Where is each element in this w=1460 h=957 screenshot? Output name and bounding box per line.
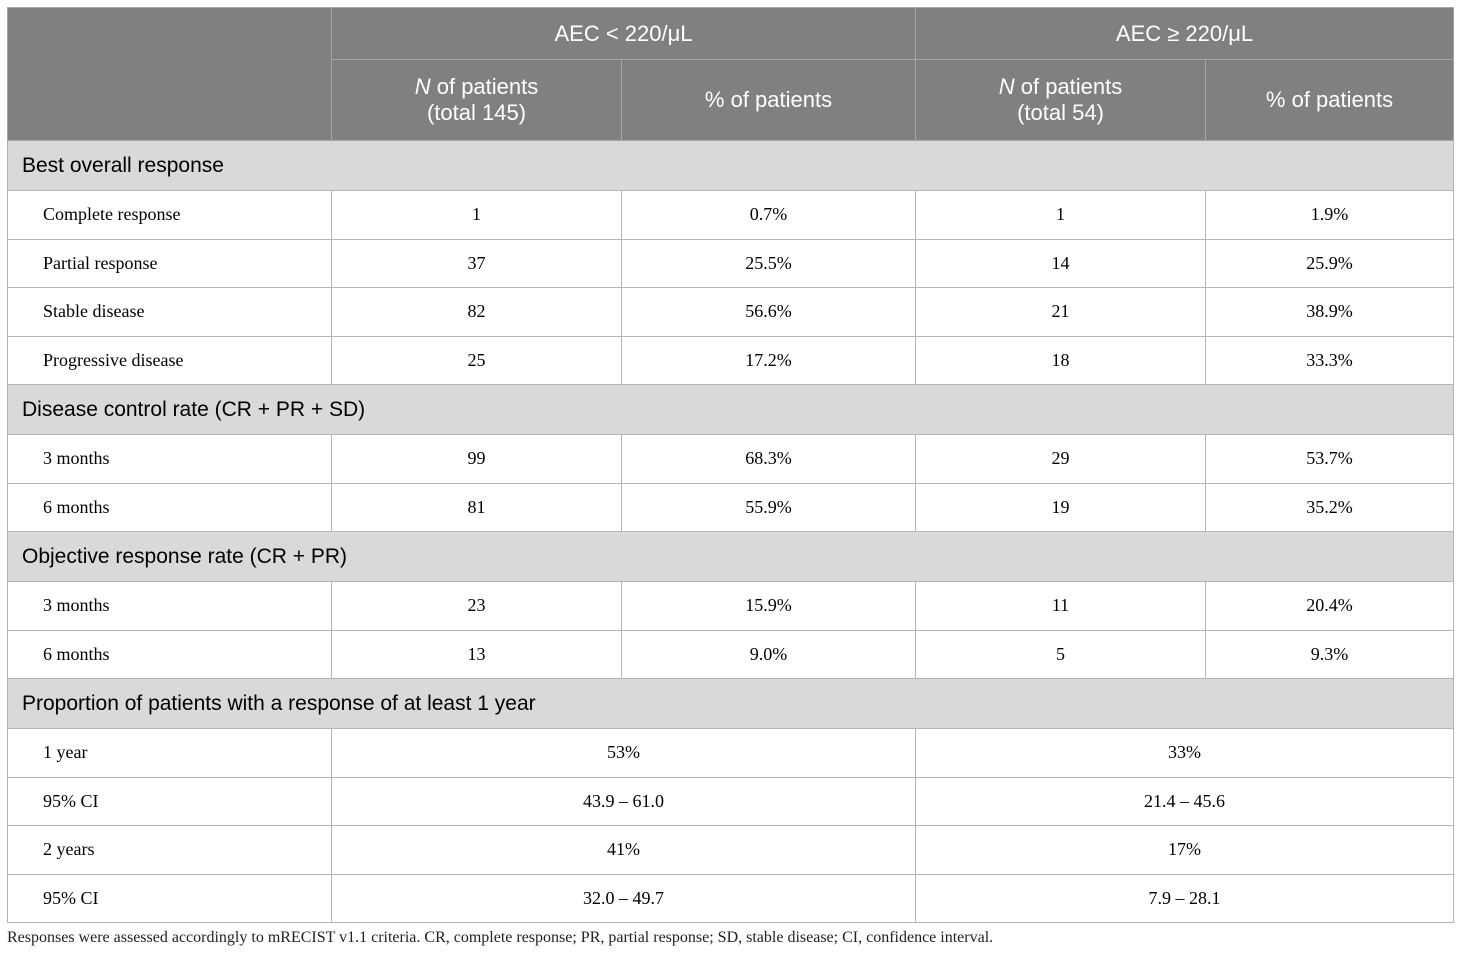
section-row: Proportion of patients with a response o…: [6, 678, 1455, 729]
section-title: Best overall response: [6, 140, 1455, 191]
cell: 35.2%: [1205, 482, 1455, 532]
section-title: Disease control rate (CR + PR + SD): [6, 384, 1455, 435]
subheader-total: (total 54): [1017, 100, 1104, 125]
data-row: Progressive disease 25 17.2% 18 33.3%: [7, 335, 1455, 385]
subheader: % of patients: [1205, 59, 1455, 141]
cell: 25: [331, 335, 622, 385]
cell: 17.2%: [620, 335, 917, 385]
cell: 9.0%: [620, 629, 917, 679]
subheader: N of patients (total 145): [331, 59, 622, 141]
subheader-line: % of patients: [622, 87, 915, 113]
row-label: 2 years: [7, 825, 332, 875]
cell: 19: [915, 482, 1207, 532]
data-row: 6 months 81 55.9% 19 35.2%: [7, 482, 1455, 532]
cell: 55.9%: [620, 482, 917, 532]
data-row: 2 years 41% 17%: [7, 825, 1455, 875]
subheader-line: N of patients: [332, 74, 621, 100]
cell: 9.3%: [1205, 629, 1455, 679]
row-label: Complete response: [7, 190, 332, 240]
subheader: % of patients: [620, 59, 917, 141]
cell: 21: [915, 287, 1207, 337]
cell: 38.9%: [1205, 287, 1455, 337]
cell: 13: [331, 629, 622, 679]
cell: 1.9%: [1205, 190, 1455, 240]
results-table: AEC < 220/μL AEC ≥ 220/μL N of patients (to…: [6, 7, 1455, 923]
row-label: 6 months: [7, 629, 332, 679]
corner-cell: [7, 7, 332, 141]
cell: 33%: [915, 728, 1455, 778]
subheader-text: % of patients: [1265, 87, 1394, 112]
data-row: Complete response 1 0.7% 1 1.9%: [7, 190, 1455, 240]
cell: 82: [331, 287, 622, 337]
cell: 99: [331, 434, 622, 484]
cell: 14: [915, 238, 1207, 288]
row-label: 1 year: [7, 728, 332, 778]
cell: 29: [915, 434, 1207, 484]
subheader-total: (total 145): [426, 100, 527, 125]
subheader-line: N of patients: [916, 74, 1205, 100]
cell: 23: [331, 581, 622, 631]
cell: 53%: [330, 728, 917, 778]
section-title: Proportion of patients with a response o…: [6, 678, 1455, 729]
footnote: Responses were assessed accordingly to m…: [7, 929, 994, 946]
subheader-italic: N: [414, 74, 431, 99]
data-row: 95% CI 43.9 – 61.0 21.4 – 45.6: [7, 776, 1455, 826]
data-row: Stable disease 82 56.6% 21 38.9%: [7, 287, 1455, 337]
cell: 37: [331, 238, 622, 288]
subheader-text: of patients: [430, 74, 539, 99]
table-head: AEC < 220/μL AEC ≥ 220/μL N of patients (to…: [7, 7, 1455, 141]
row-label: 95% CI: [7, 776, 332, 826]
subheader-text: % of patients: [704, 87, 833, 112]
cell: 53.7%: [1205, 434, 1455, 484]
data-row: 1 year 53% 33%: [7, 728, 1455, 778]
subheader: N of patients (total 54): [915, 59, 1207, 141]
table-body: Best overall response Complete response 1 0…: [6, 140, 1455, 923]
cell: 17%: [915, 825, 1455, 875]
section-title: Objective response rate (CR + PR): [6, 531, 1455, 582]
cell: 32.0 – 49.7: [330, 873, 917, 923]
section-row: Objective response rate (CR + PR): [6, 531, 1455, 582]
header-row: N of patients (total 145)% of patients N o…: [8, 59, 1455, 141]
row-label: Partial response: [7, 238, 332, 288]
row-label: 3 months: [7, 581, 332, 631]
data-row: 95% CI 32.0 – 49.7 7.9 – 28.1: [7, 873, 1455, 923]
group-header: AEC < 220/μL: [330, 7, 917, 60]
data-row: 6 months 13 9.0% 5 9.3%: [7, 629, 1455, 679]
cell: 5: [915, 629, 1207, 679]
group-header: AEC ≥ 220/μL: [915, 7, 1455, 60]
cell: 1: [331, 190, 622, 240]
cell: 25.9%: [1205, 238, 1455, 288]
cell: 81: [331, 482, 622, 532]
row-label: 95% CI: [7, 873, 332, 923]
cell: 43.9 – 61.0: [330, 776, 917, 826]
subheader-text: of patients: [1014, 74, 1123, 99]
cell: 25.5%: [620, 238, 917, 288]
table-wrap: AEC < 220/μL AEC ≥ 220/μL N of patients (to…: [6, 7, 1455, 923]
cell: 1: [915, 190, 1207, 240]
data-row: 3 months 23 15.9% 11 20.4%: [7, 581, 1455, 631]
cell: 0.7%: [620, 190, 917, 240]
header-row: AEC < 220/μL AEC ≥ 220/μL: [7, 7, 1455, 141]
data-row: 3 months 99 68.3% 29 53.7%: [7, 434, 1455, 484]
section-row: Best overall response: [6, 140, 1455, 191]
subheader-italic: N: [998, 74, 1015, 99]
cell: 41%: [330, 825, 917, 875]
row-label: 3 months: [7, 434, 332, 484]
data-row: Partial response 37 25.5% 14 25.9%: [7, 238, 1455, 288]
cell: 21.4 – 45.6: [915, 776, 1455, 826]
cell: 56.6%: [620, 287, 917, 337]
cell: 11: [915, 581, 1207, 631]
cell: 20.4%: [1205, 581, 1455, 631]
cell: 15.9%: [620, 581, 917, 631]
row-label: Stable disease: [7, 287, 332, 337]
row-label: 6 months: [7, 482, 332, 532]
section-row: Disease control rate (CR + PR + SD): [6, 384, 1455, 435]
cell: 68.3%: [620, 434, 917, 484]
cell: 33.3%: [1205, 335, 1455, 385]
cell: 18: [915, 335, 1207, 385]
subheader-line: % of patients: [1206, 87, 1453, 113]
cell: 7.9 – 28.1: [915, 873, 1455, 923]
row-label: Progressive disease: [7, 335, 332, 385]
